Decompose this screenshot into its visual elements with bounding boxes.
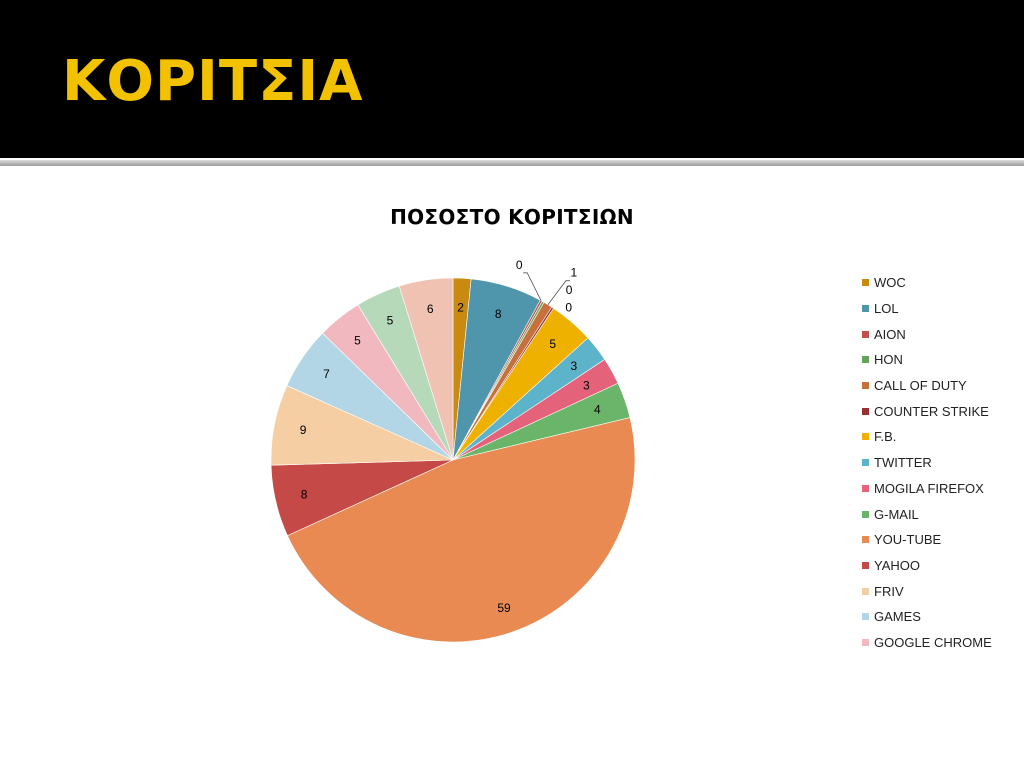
legend-swatch (862, 587, 869, 595)
pie-data-label: 4 (594, 403, 601, 417)
legend-item: MOGILA FIREFOX (862, 476, 992, 502)
legend-item: GAMES (862, 604, 992, 630)
label-leader-line (547, 280, 570, 305)
header-divider (0, 160, 1024, 166)
legend-swatch (862, 536, 869, 544)
legend-item: WOC (862, 270, 992, 296)
legend-label: LOL (874, 301, 899, 317)
pie-data-label: 0 (516, 258, 523, 272)
legend-item: LOL (862, 296, 992, 322)
legend-swatch (862, 382, 869, 390)
legend-label: CALL OF DUTY (874, 378, 967, 394)
pie-data-label: 5 (387, 314, 394, 328)
label-leader-line (523, 272, 542, 301)
legend-item: HON (862, 347, 992, 373)
legend-swatch (862, 433, 869, 441)
legend-item: YAHOO (862, 553, 992, 579)
pie-data-label: 8 (495, 307, 502, 321)
legend-label: GAMES (874, 609, 921, 625)
chart-title: ΠΟΣΟΣΤΟ ΚΟΡΙΤΣΙΩΝ (390, 205, 634, 229)
legend-swatch (862, 561, 869, 569)
chart-legend: WOC LOL AION HON CALL OF DUTY COUNTER STRIKE F… (862, 270, 992, 655)
legend-label: TWITTER (874, 455, 932, 471)
legend-label: COUNTER STRIKE (874, 403, 989, 419)
legend-swatch (862, 305, 869, 313)
legend-label: YOU-TUBE (874, 532, 942, 548)
legend-item: F.B. (862, 424, 992, 450)
pie-data-label: 59 (497, 601, 511, 615)
legend-label: AION (874, 326, 906, 342)
legend-item: YOU-TUBE (862, 527, 992, 553)
pie-slice-extra-16 (398, 277, 454, 461)
legend-label: F.B. (874, 429, 897, 445)
legend-swatch (862, 407, 869, 415)
pie-data-label: 6 (427, 302, 434, 316)
pie-data-label: 5 (354, 334, 361, 348)
legend-item: FRIV (862, 578, 992, 604)
slide-header (0, 0, 1024, 158)
pie-data-label: 7 (323, 367, 330, 381)
legend-label: YAHOO (874, 557, 920, 573)
legend-item: TWITTER (862, 450, 992, 476)
legend-item: GOOGLE CHROME (862, 630, 992, 656)
legend-swatch (862, 330, 869, 338)
legend-swatch (862, 484, 869, 492)
legend-label: WOC (874, 275, 906, 291)
legend-swatch (862, 459, 869, 467)
legend-item: G-MAIL (862, 501, 992, 527)
pie-data-label: 2 (457, 300, 464, 314)
legend-label: FRIV (874, 583, 904, 599)
pie-data-label: 3 (570, 359, 577, 373)
legend-item: AION (862, 321, 992, 347)
legend-item: CALL OF DUTY (862, 373, 992, 399)
pie-data-label: 8 (301, 488, 308, 502)
pie-slice-you-tube (287, 417, 636, 643)
pie-data-label: 0 (566, 283, 573, 297)
legend-label: MOGILA FIREFOX (874, 480, 984, 496)
legend-swatch (862, 356, 869, 364)
legend-swatch (862, 613, 869, 621)
legend-label: G-MAIL (874, 506, 919, 522)
pie-data-label: 0 (565, 301, 572, 315)
pie-data-label: 9 (300, 423, 307, 437)
pie-data-label: 5 (549, 337, 556, 351)
legend-swatch (862, 638, 869, 646)
pie-data-label: 3 (583, 378, 590, 392)
legend-label: GOOGLE CHROME (874, 634, 992, 650)
pie-data-label: 1 (571, 266, 578, 280)
legend-swatch (862, 279, 869, 287)
legend-swatch (862, 510, 869, 518)
legend-label: HON (874, 352, 903, 368)
slide-title: ΚΟΡΙΤΣΙΑ (62, 49, 364, 114)
legend-item: COUNTER STRIKE (862, 398, 992, 424)
